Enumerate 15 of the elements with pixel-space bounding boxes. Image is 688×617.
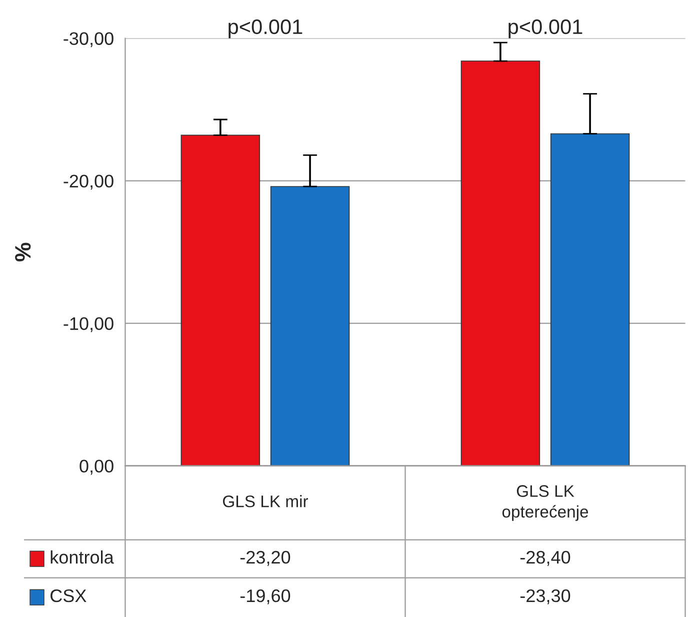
data-label: -23,30 [520,589,570,604]
legend-label: kontrola [50,550,114,564]
legend-label: CSX [50,589,86,602]
y-tick-label: -30,00 [64,32,114,48]
y-tick-label: -20,00 [64,174,114,190]
y-tick-label: 0,00 [80,460,114,475]
data-label: -23,20 [240,550,290,566]
annotation: p<0.001 [508,19,582,38]
x-tick-label: GLS LK mir [222,495,308,508]
x-tick-label: GLS LK opterećenje [502,485,588,521]
data-label: -19,60 [240,589,290,604]
y-axis-title: % [15,242,31,262]
data-label: -28,40 [520,550,570,566]
annotation: p<0.001 [228,19,302,38]
y-tick-label: -10,00 [64,317,114,332]
